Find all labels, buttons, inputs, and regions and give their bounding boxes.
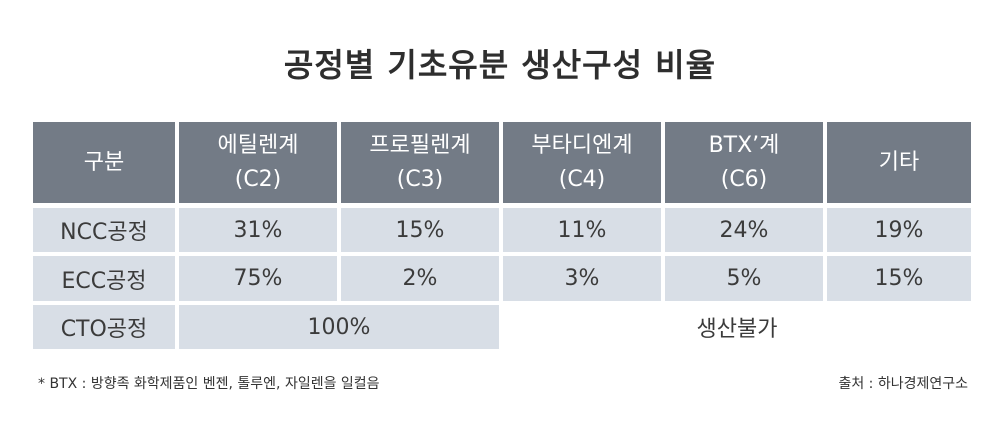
header-c3-code: (C3) <box>396 166 444 192</box>
ecc-c6-value: 5% <box>665 256 823 301</box>
header-category-label: 구분 <box>83 149 125 175</box>
header-cell-c4: 부타디엔계 (C4) <box>503 122 661 203</box>
ecc-c3-value: 2% <box>341 256 499 301</box>
row-label-ncc: NCC공정 <box>33 208 175 252</box>
header-c2-name: 에틸렌계 <box>217 132 299 158</box>
header-c6-code: (C6) <box>720 166 768 192</box>
header-c3-name: 프로필렌계 <box>369 132 471 158</box>
header-cell-category: 구분 <box>33 122 175 203</box>
header-other-name: 기타 <box>878 149 920 175</box>
ecc-other-value: 15% <box>827 256 971 301</box>
ecc-c2-value: 75% <box>179 256 337 301</box>
cto-merged-value: 100% <box>179 305 499 349</box>
ncc-c2-value: 31% <box>179 208 337 252</box>
footnote-source: 출처 : 하나경제연구소 <box>838 376 968 392</box>
ncc-c6-value: 24% <box>665 208 823 252</box>
ncc-other-value: 19% <box>827 208 971 252</box>
header-cell-c6: BTX’계 (C6) <box>665 122 823 203</box>
header-c2-code: (C2) <box>234 166 282 192</box>
ncc-c3-value: 15% <box>341 208 499 252</box>
row-label-ecc: ECC공정 <box>33 256 175 301</box>
header-cell-c2: 에틸렌계 (C2) <box>179 122 337 203</box>
ncc-c4-value: 11% <box>503 208 661 252</box>
page-title: 공정별 기초유분 생산구성 비율 <box>283 46 717 84</box>
header-cell-c3: 프로필렌계 (C3) <box>341 122 499 203</box>
row-label-cto: CTO공정 <box>33 305 175 349</box>
header-c4-name: 부타디엔계 <box>531 132 633 158</box>
header-cell-other: 기타 <box>827 122 971 203</box>
cto-not-producible-note: 생산불가 <box>696 317 778 342</box>
header-c4-code: (C4) <box>558 166 606 192</box>
header-c6-name: BTX’계 <box>708 132 780 158</box>
footnote-btx: * BTX : 방향족 화학제품인 벤젠, 톨루엔, 자일렌을 일컬음 <box>38 376 380 392</box>
ecc-c4-value: 3% <box>503 256 661 301</box>
